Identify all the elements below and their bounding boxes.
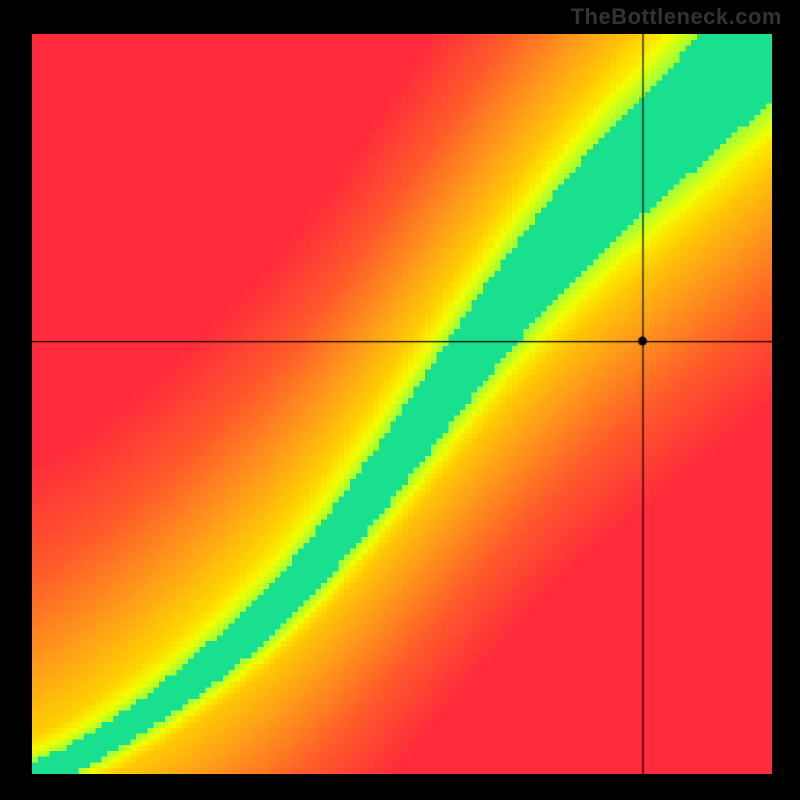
chart-container: TheBottleneck.com: [0, 0, 800, 800]
crosshair-overlay: [32, 34, 772, 774]
watermark-text: TheBottleneck.com: [571, 4, 782, 30]
